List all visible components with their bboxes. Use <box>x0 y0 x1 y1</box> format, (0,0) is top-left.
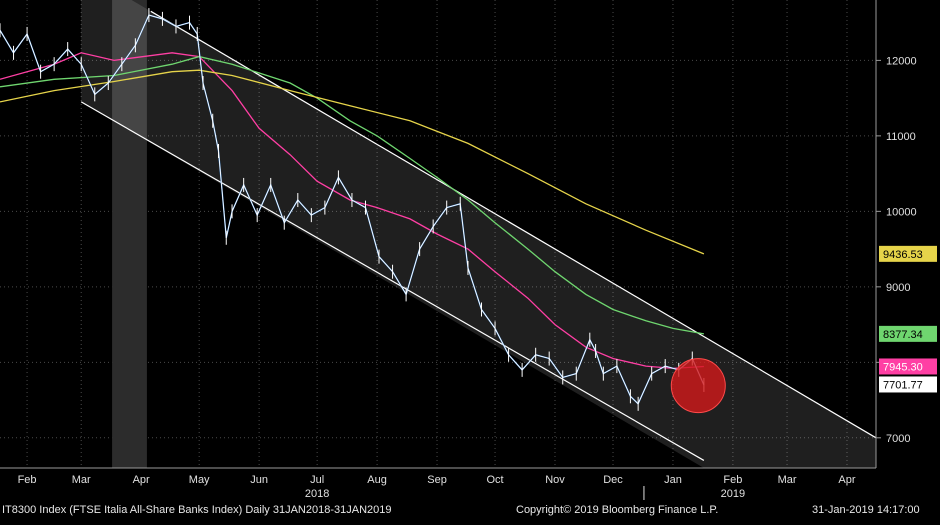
footer-copyright: Copyright© 2019 Bloomberg Finance L.P. <box>516 504 719 516</box>
shaded-period <box>112 0 147 468</box>
price-line <box>0 14 705 405</box>
label-ma-pink-bg <box>879 358 937 375</box>
y-tick-label-11000: 11000 <box>886 131 916 143</box>
label-ma-yellow-bg <box>879 245 937 262</box>
x-tick-label-7: Sep <box>427 474 447 486</box>
grid-layer <box>0 0 876 468</box>
label-last-price: 7701.77 <box>883 379 923 391</box>
y-tick-label-10000: 10000 <box>886 206 917 218</box>
x-tick-label-10: Dec <box>603 474 623 486</box>
label-ma-pink: 7945.30 <box>883 361 923 373</box>
x-tick-label-4: Jun <box>250 474 268 486</box>
label-ma-green-bg <box>879 325 937 342</box>
moving-average-line-3 <box>0 69 705 255</box>
y-tick-label-7000: 7000 <box>886 433 910 445</box>
footer-index-description: IT8300 Index (FTSE Italia All-Share Bank… <box>2 504 392 516</box>
channel-fill <box>81 0 876 468</box>
x-tick-label-5: Jul <box>310 474 324 486</box>
channel-layer <box>80 0 877 468</box>
chart-footer: IT8300 Index (FTSE Italia All-Share Bank… <box>0 500 940 520</box>
x-tick-label-2: Apr <box>133 474 150 486</box>
y-tick-label-12000: 12000 <box>886 55 917 67</box>
x-tick-label-6: Aug <box>367 474 387 486</box>
label-ma-green: 8377.34 <box>883 329 923 341</box>
moving-average-line-2 <box>0 55 705 335</box>
label-last-price-bg <box>879 376 937 393</box>
x-tick-label-14: Apr <box>838 474 855 486</box>
year-label-2019: 2019 <box>721 488 745 500</box>
price-layer <box>0 8 705 411</box>
x-tick-label-8: Oct <box>486 474 503 486</box>
x-tick-label-12: Feb <box>723 474 742 486</box>
highlight-circle <box>670 358 726 414</box>
x-tick-label-13: Mar <box>778 474 797 486</box>
year-label-2018: 2018 <box>305 488 329 500</box>
x-tick-label-9: Nov <box>545 474 565 486</box>
footer-timestamp: 31-Jan-2019 14:17:00 <box>812 504 920 516</box>
highlight-layer <box>670 358 726 414</box>
x-tick-label-0: Feb <box>18 474 37 486</box>
channel-upper-line <box>150 10 877 439</box>
channel-lower-line <box>80 101 705 461</box>
axes-layer: 7000800090001000011000120009436.538377.3… <box>0 0 937 500</box>
x-tick-label-3: May <box>189 474 210 486</box>
x-tick-label-11: Jan <box>664 474 682 486</box>
label-ma-yellow: 9436.53 <box>883 249 923 261</box>
y-tick-label-9000: 9000 <box>886 282 910 294</box>
x-tick-label-1: Mar <box>72 474 91 486</box>
